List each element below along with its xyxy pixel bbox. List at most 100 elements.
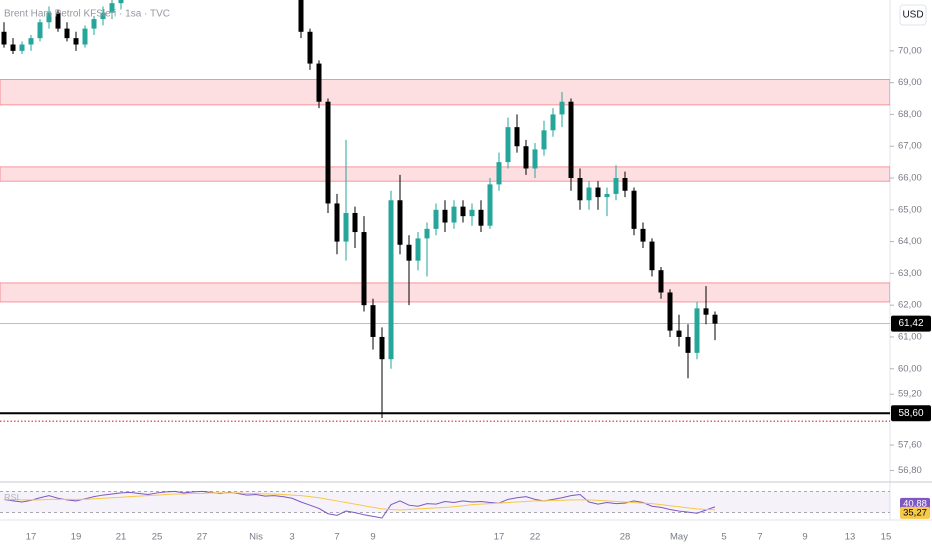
zone	[0, 282, 890, 303]
candle-body	[595, 187, 601, 198]
x-tick-label: 5	[721, 532, 726, 543]
candle-body	[352, 212, 358, 233]
candle-body	[388, 200, 394, 360]
candle-body	[649, 241, 655, 271]
x-tick-label: 3	[289, 532, 294, 543]
candle-body	[451, 206, 457, 223]
candle-body	[640, 228, 646, 242]
plot-area	[0, 0, 890, 422]
candle-body	[496, 162, 502, 185]
rsi-value-label: 35,27	[903, 507, 927, 518]
candle-body	[325, 101, 331, 204]
candle-body	[334, 203, 340, 242]
y-tick-label: 57,60	[898, 440, 922, 451]
candle-body	[433, 209, 439, 229]
candle-body	[100, 12, 106, 20]
y-tick-label: 65,00	[898, 204, 922, 215]
candle-body	[361, 232, 367, 306]
chart-title: Brent Ham Petrol KFSleri · 1sa · TVC	[4, 9, 170, 20]
x-tick-label: 28	[620, 532, 631, 543]
price-box	[891, 315, 931, 332]
candle-body	[658, 270, 664, 293]
candle-body	[118, 0, 124, 4]
candle-body	[316, 63, 322, 102]
y-tick-label: 63,00	[898, 268, 922, 279]
rsi-line	[4, 492, 716, 511]
candle-body	[460, 206, 466, 217]
candle-body	[505, 127, 511, 163]
zone	[0, 79, 890, 106]
y-tick-label: 69,00	[898, 77, 922, 88]
candle-body	[298, 0, 304, 32]
candle-body	[604, 193, 610, 198]
y-tick-label: 62,00	[898, 300, 922, 311]
rsi-title: RSI	[4, 492, 19, 502]
candle-body	[55, 12, 61, 29]
candle-body	[622, 178, 628, 191]
y-tick-label: 66,00	[898, 173, 922, 184]
currency-box[interactable]	[899, 4, 927, 26]
x-tick-label: 19	[71, 532, 82, 543]
axes: 70,00 69,00 68,00 67,00 66,00 65,00 64,00 63,00…	[26, 45, 931, 543]
candle-body	[82, 28, 88, 45]
y-tick-label: 67,00	[898, 141, 922, 152]
x-tick-label: 13	[845, 532, 856, 543]
candle-body	[307, 31, 313, 64]
candle-body	[1, 31, 7, 45]
candle-body	[73, 38, 79, 45]
x-tick-label: 21	[116, 532, 127, 543]
y-tick-label: 68,00	[898, 109, 922, 120]
candle-body	[550, 114, 556, 131]
candle-body	[631, 190, 637, 229]
candle-body	[712, 314, 718, 324]
y-tick-label: 64,00	[898, 236, 922, 247]
rsi-band	[0, 491, 890, 513]
currency[interactable]: USD	[902, 10, 923, 21]
y-tick-label: 59,20	[898, 389, 922, 400]
x-tick-label: 9	[370, 532, 375, 543]
candle-body	[64, 28, 70, 39]
rsi-value-label: 40,88	[903, 498, 927, 509]
x-tick-label: 9	[802, 532, 807, 543]
candle-body	[694, 308, 700, 353]
candle-body	[415, 238, 421, 261]
candle-body	[469, 209, 475, 217]
candle-body	[478, 209, 484, 226]
candle-body	[532, 149, 538, 169]
x-tick-label: Nis	[249, 532, 263, 543]
candle-body	[343, 212, 349, 242]
candle-body	[19, 44, 25, 51]
candle-body	[397, 200, 403, 245]
support-label: 58,60	[898, 408, 923, 419]
candle-body	[46, 12, 52, 23]
price-label: 61,42	[898, 318, 923, 329]
candle-body	[685, 336, 691, 353]
candle-body	[10, 44, 16, 51]
candle-body	[541, 130, 547, 150]
x-tick-label: 15	[881, 532, 892, 543]
x-tick-label: 25	[152, 532, 163, 543]
candle-body	[379, 336, 385, 360]
x-tick-label: 7	[757, 532, 762, 543]
candle-body	[577, 178, 583, 201]
candle-body	[487, 184, 493, 226]
candle-body	[568, 101, 574, 179]
candle-body	[613, 178, 619, 194]
y-tick-label: 70,00	[898, 45, 922, 56]
rsi-line	[3, 490, 716, 519]
x-tick-label: 7	[334, 532, 339, 543]
candle-body	[37, 22, 43, 39]
zone	[0, 166, 890, 182]
candle-body	[559, 101, 565, 115]
rsi-value-box	[900, 506, 930, 519]
candle-body	[586, 187, 592, 201]
support-box	[891, 405, 931, 422]
y-tick-label: 61,00	[898, 331, 922, 342]
y-tick-label: 56,80	[898, 465, 922, 476]
candle-body	[514, 127, 520, 147]
y-tick-label: 60,00	[898, 363, 922, 374]
candle-body	[406, 244, 412, 261]
candle-body	[109, 3, 115, 13]
x-tick-label: 27	[197, 532, 208, 543]
